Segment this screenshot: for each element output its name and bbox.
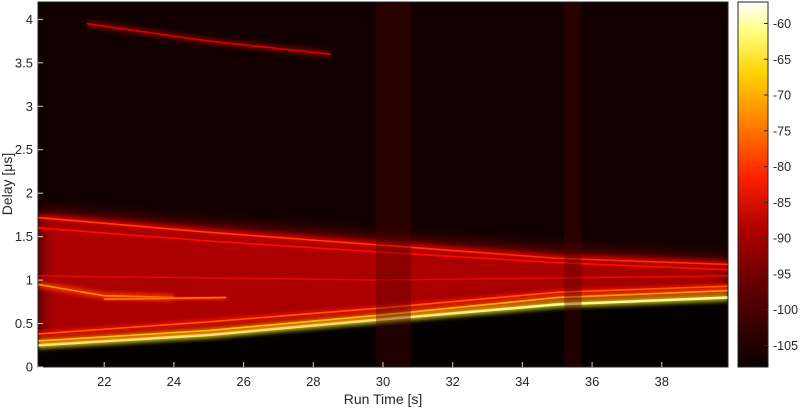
trace-7: [86, 22, 331, 55]
x-tick-label: 22: [97, 374, 111, 389]
colorbar-tick-label: -70: [773, 89, 791, 103]
x-tick-label: 38: [655, 374, 669, 389]
x-tick-label: 26: [236, 374, 250, 389]
x-tick-label: 28: [306, 374, 320, 389]
colorbar: [737, 1, 769, 368]
y-tick-label: 3.5: [15, 55, 33, 70]
y-tick-label: 2: [26, 186, 33, 201]
colorbar-tick-label: -65: [773, 53, 791, 67]
y-tick-label: 1.5: [15, 229, 33, 244]
colorbar-axis: -60 -65 -70 -75 -80 -85 -90 -95 -100 -105: [764, 17, 798, 353]
x-tick-label: 24: [167, 374, 181, 389]
x-axis: 22 24 26 28 30 32 34 36 38: [97, 362, 669, 389]
x-tick-label: 32: [445, 374, 459, 389]
no-arrival-region: [38, 297, 728, 367]
trace-4: [38, 227, 728, 271]
colorbar-tick-label: -105: [773, 339, 798, 353]
colorbar-tick-label: -100: [773, 303, 798, 317]
colorbar-tick-label: -85: [773, 196, 791, 210]
y-tick-label: 0.5: [15, 316, 33, 331]
colorbar-tick-label: -75: [773, 124, 791, 138]
y-tick-label: 4: [26, 12, 33, 27]
x-tick-label: 30: [376, 374, 390, 389]
noise-column-0: [376, 2, 411, 367]
trace-6: [104, 296, 227, 301]
trace-1: [38, 289, 728, 342]
y-tick-label: 3: [26, 99, 33, 114]
y-tick-label: 1: [26, 273, 33, 288]
noise-column-1: [564, 2, 582, 367]
y-axis: 0 0.5 1 1.5 2 2.5 3 3.5 4: [15, 12, 43, 375]
y-tick-label: 2.5: [15, 142, 33, 157]
trace-8: [38, 274, 728, 281]
x-tick-label: 34: [515, 374, 529, 389]
colorbar-tick-label: -95: [773, 267, 791, 281]
trace-0: [38, 296, 728, 347]
trace-3: [38, 216, 728, 266]
trace-2: [38, 285, 728, 335]
colorbar-tick-label: -80: [773, 160, 791, 174]
y-tick-label: 0: [26, 360, 33, 375]
y-axis-label: Delay [μs]: [0, 153, 15, 216]
x-axis-label: Run Time [s]: [344, 391, 423, 407]
x-tick-label: 36: [585, 374, 599, 389]
colorbar-tick-label: -60: [773, 17, 791, 31]
heatmap-layer: [38, 2, 728, 367]
colorbar-tick-label: -90: [773, 232, 791, 246]
